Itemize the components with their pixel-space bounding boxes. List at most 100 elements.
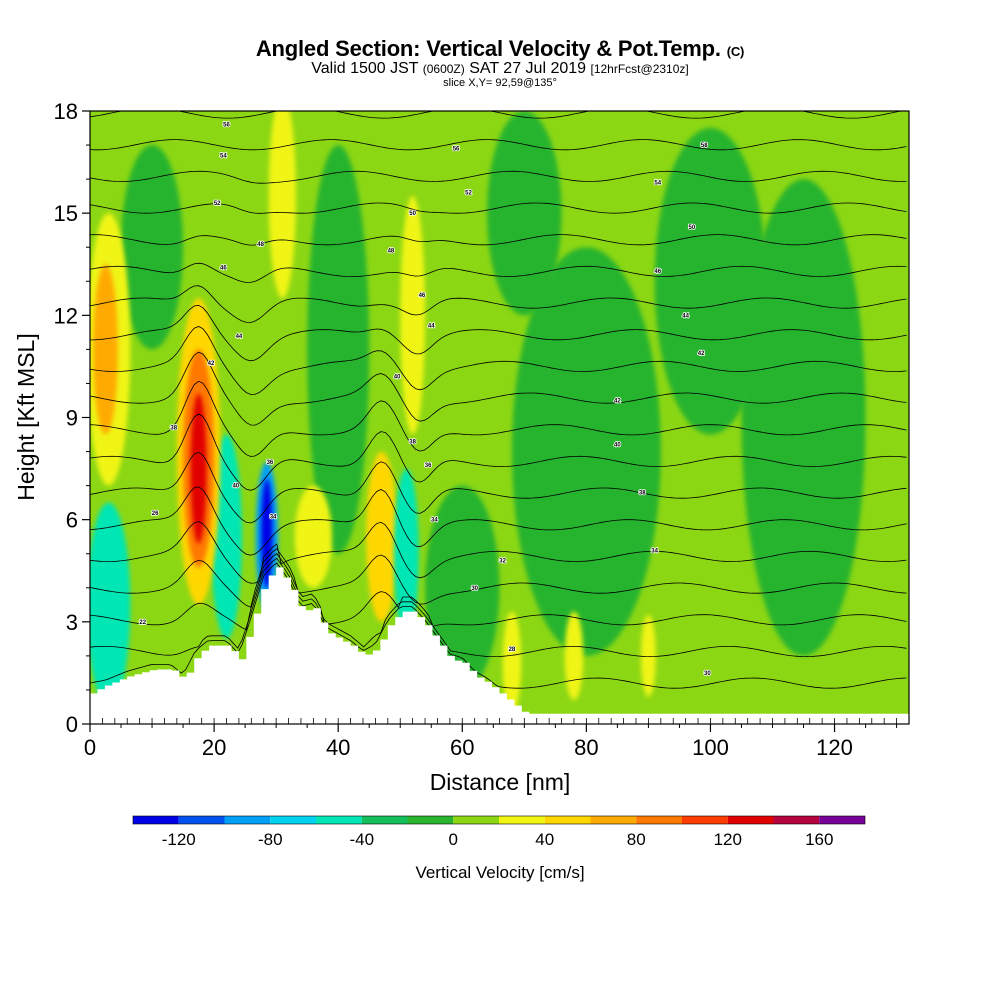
colorbar-bin [590,816,637,824]
theta-contour [90,111,904,119]
x-tick-label: 20 [202,735,226,760]
colorbar-bin [178,816,225,824]
theta-contour [90,562,907,689]
y-tick-label: 6 [66,508,78,533]
potential-temperature-labels: 22 30 28 26 30 34 36 34 32 38 36 34 40 38 38 40 42 40 42 42… [139,122,713,678]
theta-contour [90,553,907,631]
theta-label: 30 [471,586,478,592]
theta-label: 50 [409,211,416,217]
theta-contour [90,202,907,214]
colorbar-label: Vertical Velocity [cm/s] [415,863,585,882]
colorbar-bin [544,816,591,824]
terrain-shape [90,567,909,724]
velocity-cell [268,111,296,299]
theta-contour [90,451,907,524]
theta-label: 48 [257,242,264,248]
theta-contour [90,548,907,608]
theta-label: 44 [428,324,435,330]
theta-label: 34 [431,518,438,524]
colorbar-tick-label: 80 [627,830,646,849]
theta-label: 52 [465,191,472,197]
velocity-cell [394,468,419,639]
slice-info: slice X,Y= 92,59@135° [443,77,557,89]
colorbar-bin [407,816,454,824]
colorbar-tick-label: 0 [449,830,458,849]
theta-contour [90,262,907,283]
theta-label: 40 [232,484,239,490]
theta-label: 46 [419,293,426,299]
theta-label: 26 [152,511,159,517]
theta-label: 46 [220,266,227,272]
theta-contour [90,380,907,457]
theta-contour [90,285,907,323]
velocity-field [90,111,909,724]
theta-contour [90,413,907,491]
velocity-cell [93,264,118,435]
theta-label: 22 [139,620,146,626]
valid-time-utc: (0600Z) [422,62,465,76]
velocity-cell [366,451,398,622]
velocity-cell [741,179,866,656]
velocity-cell [90,502,131,707]
colorbar-bin [316,816,362,824]
theta-label: 34 [270,514,277,520]
colorbar-tick-label: -80 [258,830,283,849]
theta-contour [90,170,907,184]
terrain [89,567,910,724]
theta-label: 58 [701,143,708,149]
y-tick-label: 0 [66,712,78,737]
theta-label: 38 [409,439,416,445]
theta-contour [90,234,907,246]
theta-contour [90,139,907,151]
theta-label: 52 [214,201,221,207]
velocity-cell [294,485,332,588]
theta-label: 50 [688,225,695,231]
x-axis: 0 20 40 60 80 100 120 [84,724,898,760]
colorbar-tick-label: -120 [162,830,196,849]
y-tick-label: 9 [66,406,78,431]
theta-label: 32 [499,559,506,565]
theta-label: 42 [698,351,705,357]
chart-subtitle: Valid 1500 JST (0600Z) SAT 27 Jul 2019 [… [0,60,1000,78]
x-tick-label: 60 [450,735,474,760]
theta-contour [90,557,907,658]
y-axis: 0 3 6 9 12 15 18 [54,99,90,737]
theta-label: 46 [654,269,661,275]
theta-label: 36 [267,460,274,466]
theta-contour [90,351,907,426]
theta-contour [90,486,907,556]
velocity-cell [425,485,500,690]
chart-title-text: Angled Section: Vertical Velocity & Pot.… [255,36,721,61]
colorbar-tick-label: 160 [805,830,833,849]
x-tick-label: 100 [692,735,729,760]
theta-label: 56 [453,146,460,152]
colorbar-bin [224,816,271,824]
theta-label: 42 [614,398,621,404]
velocity-cell [640,615,656,697]
chart-title-unit: (C) [726,44,745,59]
x-tick-label: 80 [574,735,598,760]
theta-label: 42 [208,361,215,367]
velocity-cell [190,393,207,544]
colorbar-bin [499,816,545,824]
theta-label: 38 [639,490,646,496]
theta-label: 44 [682,313,689,319]
theta-contour [90,521,907,584]
velocity-cell [487,111,562,316]
velocity-cell [400,196,426,435]
y-tick-label: 12 [54,303,78,328]
colorbar: -120 -80 -40 0 40 80 120 160 [132,815,866,849]
theta-label: 34 [651,548,658,554]
theta-label: 40 [394,375,401,381]
theta-contour [90,304,907,362]
y-tick-label: 15 [54,201,78,226]
theta-label: 36 [425,463,432,469]
valid-time: Valid 1500 JST [311,60,419,77]
x-axis-label: Distance [nm] [430,769,571,795]
y-axis-label: Height [Kft MSL] [13,333,39,500]
x-tick-label: 120 [816,735,853,760]
colorbar-bin [453,816,499,824]
colorbar-bin [133,816,179,824]
colorbar-bin [773,816,820,824]
